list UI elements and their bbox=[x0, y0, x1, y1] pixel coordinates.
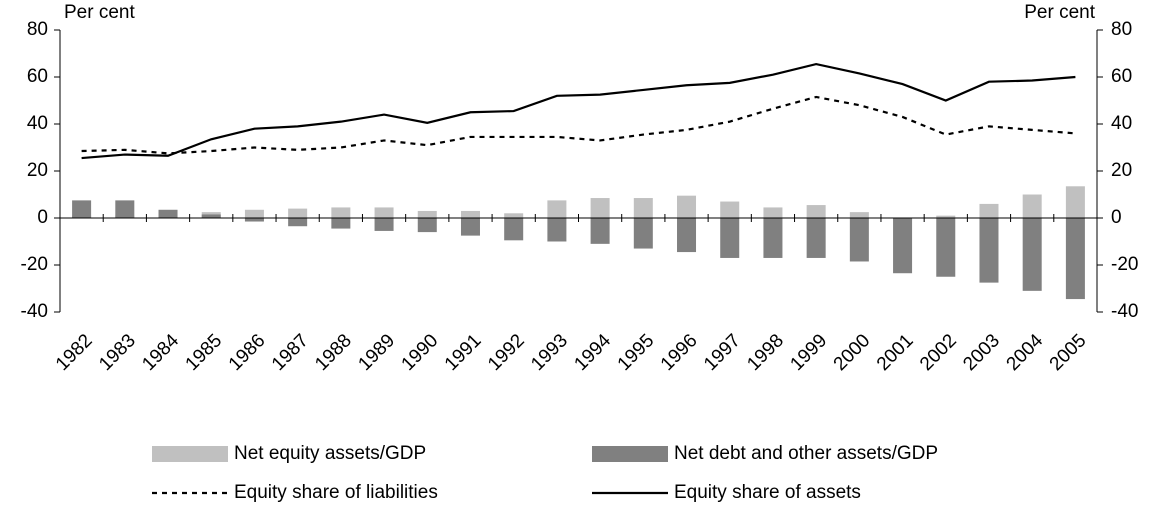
bar bbox=[331, 207, 351, 218]
bar bbox=[158, 209, 178, 218]
bar bbox=[460, 210, 480, 218]
y2-tick-label: -40 bbox=[1111, 301, 1138, 322]
x-tick-label: 1982 bbox=[52, 330, 97, 375]
bar bbox=[288, 218, 308, 227]
bar bbox=[893, 218, 913, 274]
bar bbox=[677, 218, 697, 253]
bar bbox=[849, 212, 869, 218]
line bbox=[81, 95, 1076, 155]
bar bbox=[72, 200, 92, 218]
x-tick-label: 2000 bbox=[830, 330, 875, 375]
bar bbox=[849, 218, 869, 262]
y2-tick-label: 20 bbox=[1111, 160, 1132, 181]
y2-tick-label: 80 bbox=[1111, 19, 1132, 40]
y2-axis-label: Per cent bbox=[1024, 2, 1095, 23]
y-tick-label: 40 bbox=[27, 113, 48, 134]
x-tick-label: 1990 bbox=[398, 330, 443, 375]
bar bbox=[331, 218, 351, 229]
bar bbox=[979, 203, 999, 218]
y2-tick-label: 0 bbox=[1111, 207, 1122, 228]
x-tick-label: 1993 bbox=[527, 330, 572, 375]
legend-swatch bbox=[592, 446, 668, 462]
bar bbox=[201, 214, 221, 218]
y-axis-label: Per cent bbox=[64, 2, 135, 23]
bar bbox=[979, 218, 999, 283]
x-tick-label: 1983 bbox=[95, 330, 140, 375]
x-tick-label: 1995 bbox=[614, 330, 659, 375]
x-tick-label: 2004 bbox=[1003, 330, 1048, 375]
y2-tick-label: 60 bbox=[1111, 66, 1132, 87]
legend-label: Equity share of liabilities bbox=[234, 482, 438, 503]
bar bbox=[504, 218, 524, 241]
bar bbox=[417, 218, 437, 233]
legend-label: Net equity assets/GDP bbox=[234, 443, 426, 464]
y2-tick-label: 40 bbox=[1111, 113, 1132, 134]
bar bbox=[374, 218, 394, 231]
bar bbox=[806, 205, 826, 218]
legend-label: Net debt and other assets/GDP bbox=[674, 443, 938, 464]
y-tick-label: -40 bbox=[21, 301, 48, 322]
bar bbox=[720, 218, 740, 258]
x-tick-label: 1991 bbox=[441, 330, 486, 375]
bar bbox=[244, 209, 264, 218]
line bbox=[81, 62, 1076, 160]
x-tick-label: 1984 bbox=[138, 330, 183, 375]
y-tick-label: 0 bbox=[37, 207, 48, 228]
x-tick-label: 2005 bbox=[1046, 330, 1091, 375]
bar bbox=[1065, 186, 1085, 218]
bar bbox=[590, 218, 610, 244]
bar bbox=[547, 200, 567, 218]
legend-swatch bbox=[152, 446, 228, 462]
x-tick-label: 2002 bbox=[916, 330, 961, 375]
bar bbox=[374, 207, 394, 218]
x-tick-label: 2001 bbox=[873, 330, 918, 375]
bar bbox=[504, 213, 524, 218]
bar bbox=[633, 198, 653, 218]
x-tick-label: 1998 bbox=[743, 330, 788, 375]
y2-tick-label: -20 bbox=[1111, 254, 1138, 275]
bar bbox=[547, 218, 567, 242]
x-tick-label: 1997 bbox=[700, 330, 745, 375]
legend-label: Equity share of assets bbox=[674, 482, 861, 503]
bar bbox=[244, 218, 264, 222]
y-tick-label: -20 bbox=[21, 254, 48, 275]
bar bbox=[677, 195, 697, 218]
x-tick-label: 1988 bbox=[311, 330, 356, 375]
bar bbox=[417, 210, 437, 218]
x-tick-label: 2003 bbox=[959, 330, 1004, 375]
x-tick-label: 1985 bbox=[182, 330, 227, 375]
y-tick-label: 60 bbox=[27, 66, 48, 87]
bar bbox=[590, 198, 610, 218]
bar bbox=[1022, 194, 1042, 218]
bar bbox=[936, 218, 956, 277]
y-tick-label: 80 bbox=[27, 19, 48, 40]
x-tick-label: 1987 bbox=[268, 330, 313, 375]
bar bbox=[720, 201, 740, 218]
bar bbox=[1065, 218, 1085, 300]
x-tick-label: 1996 bbox=[657, 330, 702, 375]
x-tick-label: 1986 bbox=[225, 330, 270, 375]
x-tick-label: 1989 bbox=[354, 330, 399, 375]
x-tick-label: 1992 bbox=[484, 330, 529, 375]
y-tick-label: 20 bbox=[27, 160, 48, 181]
bar bbox=[763, 218, 783, 258]
x-tick-label: 1994 bbox=[570, 330, 615, 375]
bar bbox=[633, 218, 653, 249]
bar bbox=[763, 207, 783, 218]
bar bbox=[936, 215, 956, 218]
bar bbox=[460, 218, 480, 236]
bar bbox=[806, 218, 826, 258]
bar bbox=[288, 208, 308, 218]
bar bbox=[1022, 218, 1042, 291]
bar bbox=[115, 200, 135, 218]
x-tick-label: 1999 bbox=[786, 330, 831, 375]
